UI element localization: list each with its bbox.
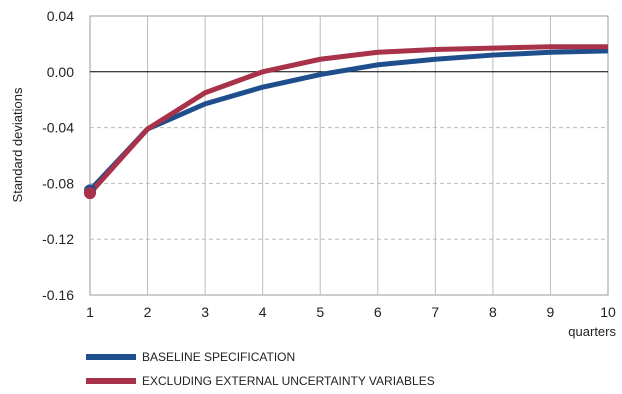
x-axis-ticks: 1 2 3 4 5 6 7 8 9 10 xyxy=(86,304,616,320)
y-tick-label: -0.12 xyxy=(42,231,74,247)
x-tick-label: 2 xyxy=(144,304,152,320)
y-tick-label: -0.16 xyxy=(42,287,74,303)
x-tick-label: 10 xyxy=(600,304,616,320)
legend-swatch-baseline xyxy=(86,354,136,360)
series-lines xyxy=(88,44,609,195)
legend-item-excluding: EXCLUDING EXTERNAL UNCERTAINTY VARIABLES xyxy=(86,374,435,388)
x-tick-label: 5 xyxy=(316,304,324,320)
x-tick-label: 8 xyxy=(489,304,497,320)
legend-label-excluding: EXCLUDING EXTERNAL UNCERTAINTY VARIABLES xyxy=(142,374,435,388)
y-tick-label: -0.08 xyxy=(42,175,74,191)
x-tick-label: 7 xyxy=(431,304,439,320)
series-start-markers xyxy=(84,184,96,200)
y-tick-label: -0.04 xyxy=(42,120,74,136)
x-tick-label: 6 xyxy=(374,304,382,320)
y-tick-label: 0.04 xyxy=(47,8,74,24)
y-tick-label: 0.00 xyxy=(47,64,74,80)
y-axis-ticks: 0.04 0.00 -0.04 -0.08 -0.12 -0.16 xyxy=(42,8,74,303)
y-axis-label: Standard deviations xyxy=(10,87,25,202)
legend-item-baseline: BASELINE SPECIFICATION xyxy=(86,350,295,364)
x-tick-label: 4 xyxy=(259,304,267,320)
legend-label-baseline: BASELINE SPECIFICATION xyxy=(142,350,296,364)
plot-frame xyxy=(89,15,609,296)
x-axis-label: quarters xyxy=(568,324,616,339)
x-tick-label: 9 xyxy=(547,304,555,320)
series-line-0 xyxy=(88,48,609,193)
x-tick-label: 1 xyxy=(86,304,94,320)
series-start-marker-1 xyxy=(84,187,96,200)
legend-swatch-excluding xyxy=(86,378,136,384)
x-tick-label: 3 xyxy=(201,304,209,320)
series-line-1 xyxy=(88,44,608,195)
